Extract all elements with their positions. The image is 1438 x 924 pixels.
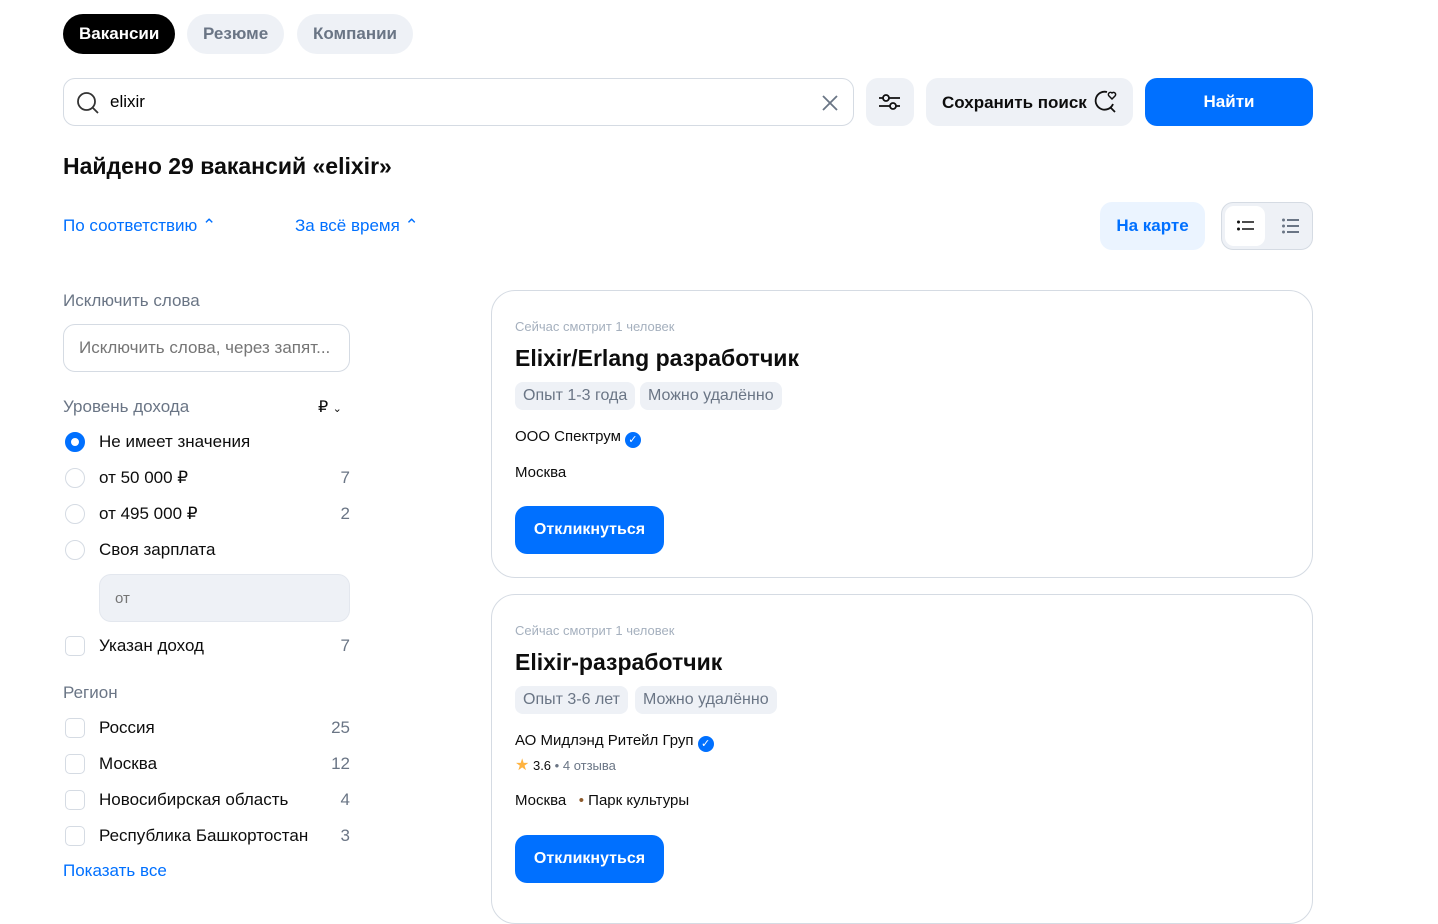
option-label: Республика Башкортостан [99, 826, 309, 845]
option-count: 3 [340, 826, 350, 845]
apply-button[interactable]: Откликнуться [515, 835, 664, 883]
reviews-link[interactable]: 4 отзыва [562, 758, 616, 773]
option-label: Указан доход [99, 636, 204, 655]
region-option[interactable]: Россия 25 [63, 716, 350, 740]
tab-companies[interactable]: Компании [297, 14, 414, 54]
experience-chip: Опыт 1-3 года [515, 382, 636, 410]
metro-station: Парк культуры [588, 792, 690, 809]
radio[interactable] [65, 468, 85, 488]
results-title: Найдено 29 вакансий «elixir» [63, 153, 392, 179]
checkbox[interactable] [65, 826, 85, 846]
exclude-words-label: Исключить слова [63, 291, 200, 310]
option-count: 7 [340, 468, 350, 487]
star-icon: ★ [515, 757, 530, 774]
option-count: 25 [331, 718, 350, 737]
list-icon [1237, 220, 1254, 231]
income-label: Уровень дохода [63, 397, 190, 416]
option-label: Своя зарплата [99, 540, 216, 559]
income-option[interactable]: от 50 000 ₽ 7 [63, 466, 350, 490]
experience-chip: Опыт 3-6 лет [515, 686, 628, 714]
remote-chip: Можно удалённо [635, 686, 777, 714]
exclude-words-input[interactable] [63, 324, 350, 372]
sort-period-label: За всё время [295, 216, 400, 235]
viewers-count: Сейчас смотрит 1 человек [515, 319, 675, 334]
apply-button[interactable]: Откликнуться [515, 506, 664, 554]
remote-chip: Можно удалённо [640, 382, 782, 410]
income-option[interactable]: Не имеет значения [63, 430, 350, 454]
option-count: 7 [340, 636, 350, 655]
radio[interactable] [65, 504, 85, 524]
radio[interactable] [65, 432, 85, 452]
vacancy-title[interactable]: Elixir-разработчик [515, 649, 723, 675]
filters-button[interactable] [866, 78, 914, 126]
sort-order-label: По соответствию [63, 216, 198, 235]
checkbox[interactable] [65, 636, 85, 656]
region-option[interactable]: Москва 12 [63, 752, 350, 776]
verified-icon: ✓ [697, 736, 714, 752]
save-search-button[interactable]: Сохранить поиск [926, 78, 1133, 126]
company-rating[interactable]: ★ 3.6 • 4 отзыва [515, 757, 616, 774]
tab-resumes[interactable]: Резюме [187, 14, 285, 54]
map-button[interactable]: На карте [1100, 202, 1205, 250]
checkbox[interactable] [65, 754, 85, 774]
vacancy-title[interactable]: Elixir/Erlang разработчик [515, 345, 799, 371]
search-heart-icon [1094, 90, 1117, 113]
company-name: АО Мидлэнд Ритейл Груп [515, 732, 694, 749]
income-option[interactable]: от 495 000 ₽ 2 [63, 502, 350, 526]
option-label: от 50 000 ₽ [99, 468, 189, 487]
option-count: 4 [340, 790, 350, 809]
sort-period-dropdown[interactable]: За всё время ⌃ [295, 216, 419, 236]
vacancy-card[interactable]: Сейчас смотрит 1 человек Elixir-разработ… [491, 594, 1313, 924]
radio[interactable] [65, 540, 85, 560]
company-name: ООО Спектрум [515, 428, 621, 445]
vacancy-card[interactable]: Сейчас смотрит 1 человек Elixir/Erlang р… [491, 290, 1313, 578]
region-label: Регион [63, 683, 118, 702]
currency-label: ₽ [318, 399, 329, 416]
search-icon [77, 92, 99, 114]
city: Москва [515, 464, 567, 481]
view-toggle [1221, 202, 1313, 250]
search-box [63, 78, 854, 126]
rating-value: 3.6 [532, 758, 552, 773]
tab-vacancies[interactable]: Вакансии [63, 14, 176, 54]
option-label: Россия [99, 718, 155, 737]
own-salary-input[interactable] [99, 574, 350, 622]
list-icon [1282, 218, 1299, 234]
compact-list-view-button[interactable] [1225, 206, 1265, 246]
company[interactable]: АО Мидлэнд Ритейл Груп ✓ [515, 732, 714, 752]
metro-dot-icon: • [578, 792, 584, 809]
location: Москва • Парк культуры [515, 792, 689, 809]
option-label: Новосибирская область [99, 790, 289, 809]
verified-icon: ✓ [624, 432, 641, 448]
search-input[interactable] [110, 89, 790, 115]
option-count: 12 [331, 754, 350, 773]
currency-dropdown[interactable]: ₽ ⌄ [318, 397, 342, 417]
checkbox[interactable] [65, 790, 85, 810]
save-search-label: Сохранить поиск [942, 93, 1087, 112]
sliders-icon [879, 94, 900, 110]
option-label: Не имеет значения [99, 432, 251, 451]
option-count: 2 [340, 504, 350, 523]
show-all-regions-link[interactable]: Показать все [63, 861, 167, 880]
viewers-count: Сейчас смотрит 1 человек [515, 623, 675, 638]
option-label: Москва [99, 754, 158, 773]
chevron-down-icon: ⌄ [332, 403, 342, 415]
chevron-updown-icon: ⌃ [404, 216, 419, 235]
region-option[interactable]: Новосибирская область 4 [63, 788, 350, 812]
income-option[interactable]: Своя зарплата [63, 538, 350, 562]
checkbox[interactable] [65, 718, 85, 738]
sort-order-dropdown[interactable]: По соответствию ⌃ [63, 216, 216, 236]
option-label: от 495 000 ₽ [99, 504, 198, 523]
company[interactable]: ООО Спектрум ✓ [515, 428, 641, 448]
income-specified-checkbox[interactable]: Указан доход 7 [63, 634, 350, 658]
clear-icon[interactable] [821, 94, 839, 112]
city: Москва [515, 792, 567, 809]
region-option[interactable]: Республика Башкортостан 3 [63, 824, 350, 848]
find-button[interactable]: Найти [1145, 78, 1313, 126]
full-list-view-button[interactable] [1271, 206, 1311, 246]
chevron-updown-icon: ⌃ [202, 216, 217, 235]
